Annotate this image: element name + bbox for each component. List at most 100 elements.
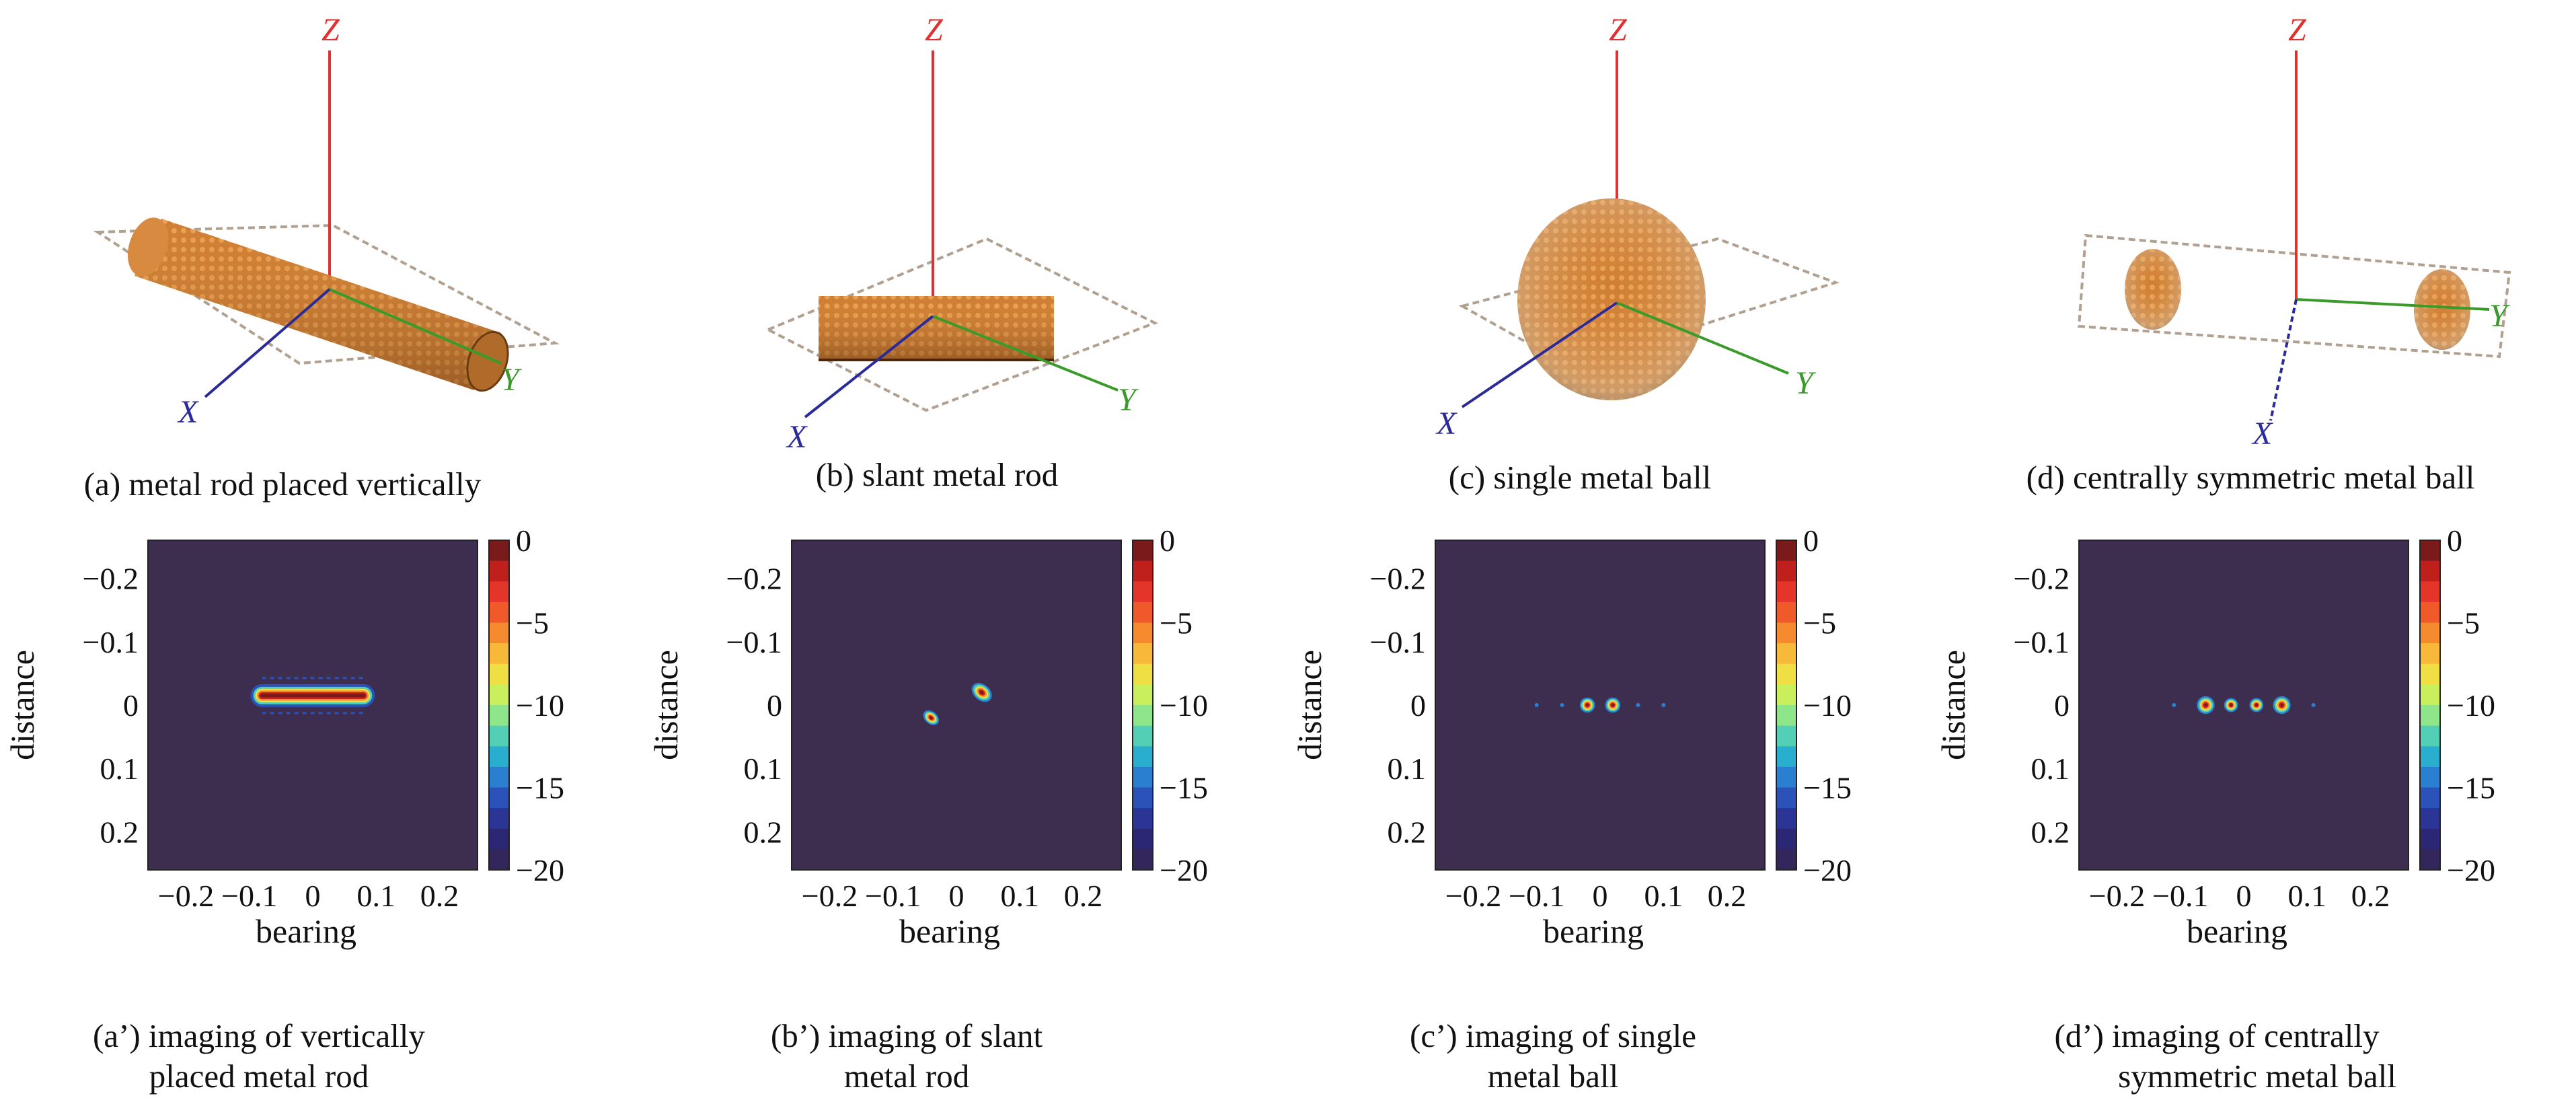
colorbar-segment — [2420, 849, 2440, 871]
colorbar-tick-label: −20 — [516, 853, 564, 887]
caption-c-prime-line2: metal ball — [1487, 1058, 1619, 1095]
y-tick-label: −0.1 — [1370, 625, 1426, 659]
x-axis-label: X — [2251, 416, 2273, 451]
x-tick-label: 0.2 — [1708, 879, 1747, 913]
intensity-spot-2 — [1534, 703, 1539, 707]
colorbar-segment — [489, 849, 509, 871]
caption-a-prime-line1: (a’) imaging of vertically — [93, 1017, 425, 1054]
colorbar-tick-label: −15 — [516, 771, 564, 805]
y-axis-title: distance — [1291, 650, 1328, 760]
colorbar-segment — [1776, 540, 1796, 562]
colorbar-segment — [1776, 663, 1796, 685]
x-axis-label: X — [177, 394, 199, 430]
colorbar-segment — [489, 787, 509, 809]
colorbar-segment — [2420, 808, 2440, 830]
colorbar-segment — [2420, 787, 2440, 809]
colorbar-segment — [489, 643, 509, 665]
x-tick-label: 0 — [2236, 879, 2252, 913]
x-tick-label: 0 — [949, 879, 964, 913]
ground-plane — [93, 223, 560, 365]
colorbar-segment — [1776, 581, 1796, 603]
z-axis-label: Z — [925, 12, 944, 48]
x-tick-label: 0.1 — [2287, 879, 2326, 913]
heatmap-background — [2079, 540, 2409, 870]
x-tick-label: −0.2 — [158, 879, 214, 913]
intensity-spot-0 — [2197, 696, 2215, 714]
caption-c-prime-line1: (c’) imaging of single — [1410, 1017, 1696, 1054]
y-axis — [329, 288, 502, 365]
colorbar-segment — [1133, 849, 1153, 871]
colorbar-segment — [489, 808, 509, 830]
colorbar-segment — [489, 601, 509, 623]
metal-rod-vertical — [127, 217, 509, 392]
y-tick-label: 0.2 — [1388, 815, 1427, 849]
y-axis-title: distance — [1934, 650, 1972, 760]
intensity-spot-5 — [2311, 703, 2316, 707]
metal-ball-right — [2414, 269, 2470, 350]
colorbar-segment — [1133, 725, 1153, 747]
y-tick-label: 0.1 — [100, 751, 139, 786]
y-axis-label: Y — [1118, 382, 1139, 418]
intensity-spot-0 — [1579, 697, 1595, 713]
colorbar-segment — [1776, 746, 1796, 768]
heatmap-background — [792, 540, 1121, 870]
colorbar-segment — [1133, 643, 1153, 665]
colorbar-tick-label: −5 — [1803, 606, 1836, 640]
heatmap-panel-b: −0.2−0.100.10.2−0.2 −0.1 0 0.1 0.2bearingdis… — [647, 523, 1208, 950]
colorbar-segment — [1133, 622, 1153, 644]
x-axis-label: X — [1435, 406, 1457, 441]
colorbar-segment — [1133, 787, 1153, 809]
colorbar-segment — [1776, 787, 1796, 809]
caption-c: (c) single metal ball — [1448, 459, 1712, 496]
x-tick-label: 0.1 — [356, 879, 395, 913]
colorbar-segment — [1776, 684, 1796, 706]
colorbar-segment — [2420, 581, 2440, 603]
colorbar-segment — [2420, 601, 2440, 623]
colorbar-tick-label: −10 — [516, 688, 564, 723]
z-axis-label: Z — [321, 12, 340, 48]
y-axis-label: Y — [2489, 298, 2510, 334]
colorbar-segment — [489, 746, 509, 768]
colorbar-segment — [1133, 560, 1153, 582]
y-axis-label: Y — [501, 362, 522, 398]
colorbar-segment — [489, 581, 509, 603]
y-axis — [932, 315, 1119, 392]
colorbar-segment — [1776, 601, 1796, 623]
colorbar-tick-label: −10 — [2447, 688, 2495, 723]
caption-b-prime-line1: (b’) imaging of slant — [770, 1017, 1043, 1054]
colorbar-frame — [2419, 540, 2441, 871]
intensity-spot-1 — [923, 710, 940, 725]
x-axis-title: bearing — [1543, 912, 1644, 950]
colorbar-segment — [2420, 766, 2440, 788]
colorbar-tick-label: 0 — [2447, 523, 2462, 558]
colorbar-segment — [489, 684, 509, 706]
colorbar-segment — [1133, 808, 1153, 830]
colorbar-segment — [1133, 684, 1153, 706]
x-tick-label: −0.2 — [802, 879, 858, 913]
colorbar-segment — [489, 705, 509, 727]
colorbar-segment — [2420, 622, 2440, 644]
x-tick-label: −0.1 — [2152, 879, 2208, 913]
colorbar-segment — [2420, 828, 2440, 850]
colorbar-segment — [1133, 540, 1153, 562]
y-tick-label: 0.1 — [1388, 751, 1427, 786]
colorbar-tick-label: −15 — [2447, 771, 2495, 805]
y-tick-label: −0.2 — [1370, 562, 1426, 596]
colorbar-tick-label: 0 — [516, 523, 531, 558]
colorbar-segment — [489, 560, 509, 582]
x-axis-label: X — [786, 419, 808, 455]
y-tick-label: 0 — [767, 688, 782, 723]
y-tick-label: −0.2 — [726, 562, 782, 596]
colorbar-segment — [1133, 746, 1153, 768]
y-tick-label: 0.1 — [2031, 751, 2070, 786]
x-axis — [204, 288, 331, 398]
colorbar-tick-label: −15 — [1160, 771, 1208, 805]
caption-d-prime-line2: symmetric metal ball — [2118, 1058, 2396, 1095]
intensity-spot-4 — [2172, 703, 2176, 707]
colorbar-tick-label: −5 — [1160, 606, 1192, 640]
x-tick-label: 0.1 — [1644, 879, 1683, 913]
model-panel-c: Z Y X — [1287, 0, 1931, 441]
colorbar-segment — [2420, 725, 2440, 747]
metal-ball-left — [2125, 249, 2181, 330]
model-panel-a: Z Y X — [0, 0, 644, 430]
